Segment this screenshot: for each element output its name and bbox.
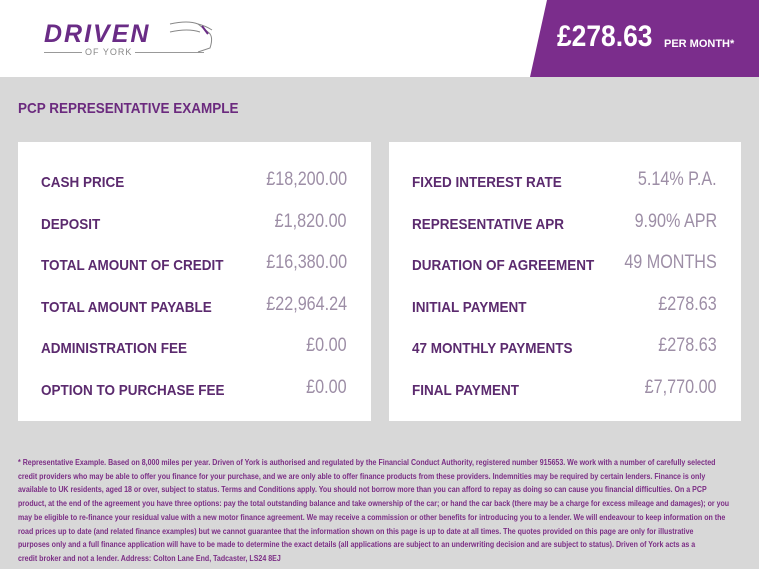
finance-row: OPTION TO PURCHASE FEE £0.00 — [41, 377, 347, 401]
finance-row: ADMINISTRATION FEE £0.00 — [41, 335, 347, 359]
logo-wordmark: DRIVEN — [44, 20, 151, 48]
finance-label: OPTION TO PURCHASE FEE — [41, 381, 225, 399]
finance-label: CASH PRICE — [41, 174, 125, 191]
finance-label: DEPOSIT — [41, 215, 101, 233]
header: DRIVEN OF YORK £278.63 PER MONTH* — [0, 0, 759, 77]
finance-value: £1,820.00 — [275, 210, 347, 232]
finance-label: TOTAL AMOUNT OF CREDIT — [41, 257, 224, 274]
finance-row: DURATION OF AGREEMENT 49 MONTHS — [412, 252, 717, 276]
disclaimer-line: * Representative Example. Based on 8,000… — [18, 457, 716, 467]
finance-value: £7,770.00 — [645, 376, 717, 398]
finance-value: £0.00 — [306, 376, 347, 398]
finance-row: 47 MONTHLY PAYMENTS £278.63 — [412, 335, 717, 359]
car-outline-icon — [169, 21, 213, 53]
disclaimer-line: credit providers who may be able to offe… — [18, 470, 706, 481]
finance-value: £278.63 — [658, 335, 717, 356]
finance-row: TOTAL AMOUNT OF CREDIT £16,380.00 — [41, 252, 347, 276]
section-title: PCP REPRESENTATIVE EXAMPLE — [18, 100, 239, 117]
finance-value: 5.14% P.A. — [638, 169, 717, 190]
finance-row: DEPOSIT £1,820.00 — [41, 211, 347, 235]
finance-row: FINAL PAYMENT £7,770.00 — [412, 377, 717, 401]
finance-label: INITIAL PAYMENT — [412, 298, 527, 316]
finance-value: £278.63 — [658, 293, 717, 315]
finance-value: 49 MONTHS — [624, 252, 717, 273]
finance-value: £22,964.24 — [266, 293, 347, 315]
finance-row: REPRESENTATIVE APR 9.90% APR — [412, 211, 717, 235]
finance-row: FIXED INTEREST RATE 5.14% P.A. — [412, 169, 717, 193]
disclaimer: * Representative Example. Based on 8,000… — [18, 456, 730, 566]
disclaimer-line: purposes only and a full finance applica… — [18, 539, 696, 550]
disclaimer-line: available to UK residents, aged 18 or ov… — [18, 484, 707, 495]
finance-value: £16,380.00 — [266, 252, 347, 273]
finance-value: 9.90% APR — [634, 210, 717, 232]
finance-label: REPRESENTATIVE APR — [412, 215, 565, 233]
disclaimer-line: credit broker and not a lender. Address:… — [18, 552, 281, 563]
finance-value: £18,200.00 — [266, 169, 347, 190]
finance-row: INITIAL PAYMENT £278.63 — [412, 294, 717, 318]
finance-label: TOTAL AMOUNT PAYABLE — [41, 298, 212, 316]
disclaimer-line: product, at the end of the agreement you… — [18, 498, 730, 509]
finance-value: £0.00 — [306, 335, 347, 356]
disclaimer-line: road prices up to date (and related fina… — [18, 525, 694, 536]
finance-label: 47 MONTHLY PAYMENTS — [412, 340, 573, 357]
logo[interactable]: DRIVEN OF YORK — [40, 18, 220, 62]
finance-label: FINAL PAYMENT — [412, 381, 520, 399]
finance-card-right: FIXED INTEREST RATE 5.14% P.A. REPRESENTAT… — [389, 142, 741, 421]
finance-row: TOTAL AMOUNT PAYABLE £22,964.24 — [41, 294, 347, 318]
disclaimer-line: may be eligible to re-finance your resid… — [18, 511, 726, 522]
monthly-price-banner: £278.63 PER MONTH* — [530, 0, 759, 77]
per-month-label: PER MONTH* — [664, 38, 735, 50]
finance-row: CASH PRICE £18,200.00 — [41, 169, 347, 193]
finance-label: ADMINISTRATION FEE — [41, 340, 187, 357]
finance-label: FIXED INTEREST RATE — [412, 174, 562, 191]
monthly-price: £278.63 — [557, 20, 653, 53]
logo-subtitle: OF YORK — [82, 47, 136, 57]
finance-card-left: CASH PRICE £18,200.00 DEPOSIT £1,820.00 TOTA… — [18, 142, 371, 421]
finance-label: DURATION OF AGREEMENT — [412, 257, 595, 274]
